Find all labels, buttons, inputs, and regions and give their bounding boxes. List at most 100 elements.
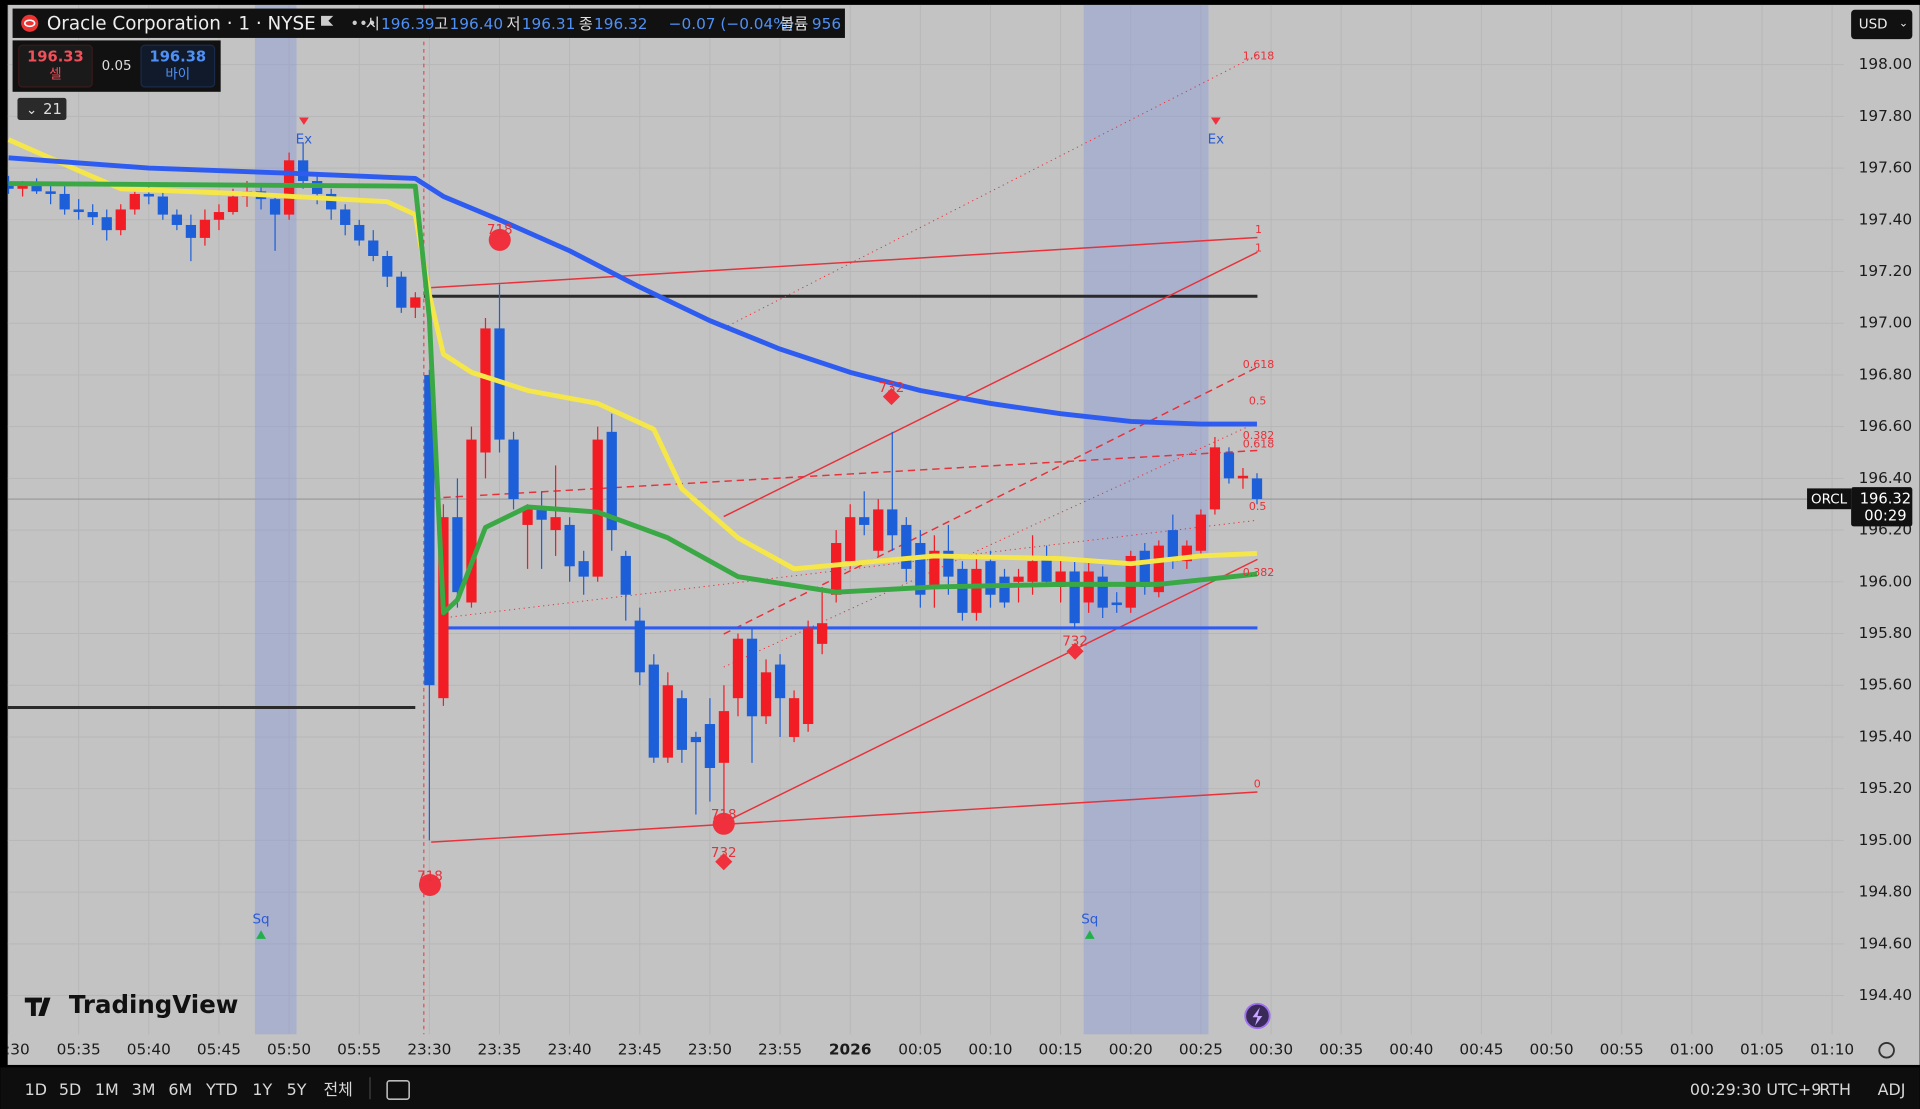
drawings <box>7 4 1258 1035</box>
signal-diamond <box>882 388 901 406</box>
fib-label: 0.618 <box>1243 437 1275 450</box>
candle-body <box>971 568 982 613</box>
symbol-title[interactable]: Oracle Corporation · 1 · NYSE <box>47 13 316 34</box>
candle-body <box>199 219 211 238</box>
range-button[interactable]: 1Y <box>252 1080 272 1099</box>
y-tick-label: 196.40 <box>1859 469 1913 487</box>
chart-background <box>7 4 1920 1065</box>
range-button[interactable]: 5D <box>59 1080 81 1099</box>
candle-body <box>1195 514 1207 551</box>
x-tick-label: 05:55 <box>337 1041 381 1059</box>
y-tick-label: 196.60 <box>1859 417 1913 435</box>
range-button[interactable]: 5Y <box>287 1080 307 1099</box>
range-button[interactable]: 3M <box>132 1080 156 1099</box>
sell-label: 셀 <box>49 67 61 83</box>
candle-body <box>354 224 365 241</box>
candle-body <box>845 517 856 562</box>
exit-marker <box>1210 117 1221 125</box>
x-tick-label: 00:25 <box>1179 1041 1223 1059</box>
settings-button[interactable] <box>1878 1041 1895 1059</box>
candle-body <box>1153 545 1164 593</box>
candle-body <box>957 568 968 613</box>
x-tick-label: 00:35 <box>1319 1041 1363 1059</box>
signal-label: 732 <box>711 846 737 861</box>
range-button[interactable]: 전체 <box>324 1080 353 1099</box>
candle-body <box>17 183 28 189</box>
compare-button[interactable] <box>386 1080 410 1101</box>
candle-body <box>1167 530 1178 562</box>
header-bar <box>12 8 845 38</box>
x-tick-label: 23:30 <box>407 1041 451 1059</box>
range-button[interactable]: 6M <box>168 1080 192 1099</box>
candle-body <box>1181 545 1193 562</box>
range-button[interactable]: YTD <box>205 1080 238 1099</box>
candle-body <box>129 193 140 210</box>
countdown: 00:29 <box>1864 508 1906 525</box>
x-tick-label: 05:40 <box>127 1041 171 1059</box>
candle-body <box>1083 571 1094 603</box>
candle-body <box>831 543 842 595</box>
fib-label: 0.5 <box>1249 394 1267 407</box>
signal-dot <box>712 812 735 835</box>
y-tick-label: 195.60 <box>1859 676 1913 694</box>
trend-line <box>723 558 1258 824</box>
ohlc-value: 196.32 <box>594 15 648 33</box>
candle-body <box>1041 555 1052 582</box>
candle-body <box>915 543 926 595</box>
candle-body <box>564 524 575 567</box>
currency: USD <box>1859 17 1888 32</box>
candle-body <box>788 698 800 737</box>
price-change: −0.07 (−0.04%) <box>669 15 794 33</box>
exit-label: Ex <box>1208 133 1225 148</box>
volume-label: 볼륨 <box>780 15 808 33</box>
y-tick-label: 198.00 <box>1859 55 1913 73</box>
fib-label: 1 <box>1255 241 1262 254</box>
candle-body <box>1069 571 1080 624</box>
trend-line <box>431 791 1258 843</box>
spread: 0.05 <box>102 59 132 74</box>
candle-body <box>802 628 814 725</box>
candle-body <box>929 550 940 587</box>
indicator-count: 21 <box>43 101 62 118</box>
fib-label: 0.5 <box>1249 500 1267 513</box>
indicator-toggle[interactable] <box>17 97 67 120</box>
squeeze-label: Sq <box>253 912 270 927</box>
y-tick-label: 197.40 <box>1859 210 1913 228</box>
candle-body <box>424 374 435 686</box>
volume: 956 <box>812 15 841 33</box>
y-tick-label: 197.20 <box>1859 262 1913 280</box>
candle-body <box>1237 475 1249 479</box>
x-tick-label: 00:55 <box>1600 1041 1644 1059</box>
price-tag <box>1851 487 1913 527</box>
squeeze-marker <box>256 930 266 939</box>
flag-icon[interactable] <box>321 15 334 26</box>
last-price: 196.32 <box>1860 490 1911 507</box>
symbol-tag <box>1807 488 1852 510</box>
candle-body <box>1097 576 1108 608</box>
sell-button[interactable] <box>18 44 93 88</box>
candle-body <box>452 517 463 593</box>
adjust-toggle[interactable]: ADJ <box>1878 1080 1906 1099</box>
candle-body <box>45 191 56 194</box>
range-button[interactable]: 1M <box>95 1080 119 1099</box>
candle-body <box>326 193 337 210</box>
candle-body <box>1125 555 1136 608</box>
candle-body <box>115 209 126 231</box>
indicator-chevron: ⌄ <box>26 103 37 118</box>
range-button[interactable]: 1D <box>25 1080 47 1099</box>
candle-body <box>340 209 351 225</box>
trend-line <box>431 236 1258 289</box>
y-tick-label: 197.60 <box>1859 159 1913 177</box>
candle-body <box>985 561 996 595</box>
buy-button[interactable] <box>140 44 216 88</box>
candle-body <box>73 209 84 213</box>
candle-body <box>1055 571 1066 587</box>
x-tick-label: 23:50 <box>688 1041 732 1059</box>
session-toggle[interactable]: RTH <box>1819 1080 1851 1099</box>
currency-button[interactable] <box>1851 9 1913 40</box>
ohlc-key: 고 <box>434 15 448 33</box>
ohlc-value: 196.31 <box>522 15 576 33</box>
more-icon[interactable]: ••• <box>350 15 376 32</box>
signal-label: 718 <box>711 808 737 823</box>
